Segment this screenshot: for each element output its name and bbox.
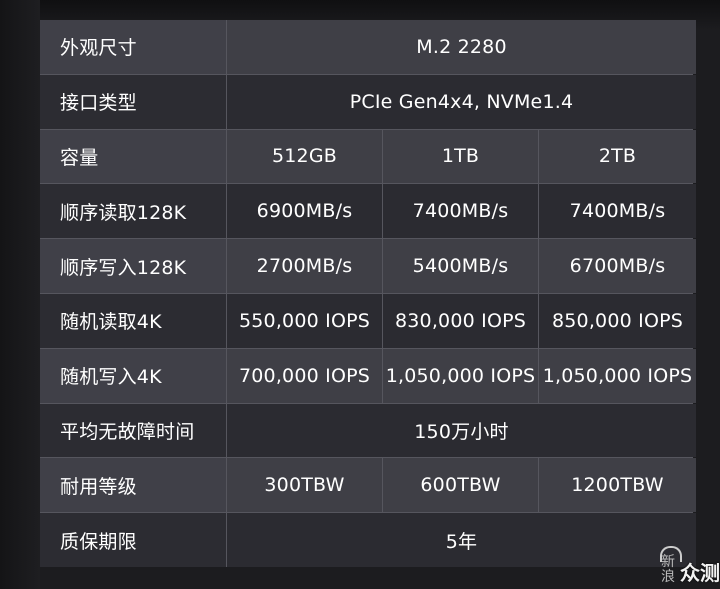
seq-read-512gb: 6900MB/s bbox=[227, 184, 382, 239]
endurance-512gb: 300TBW bbox=[227, 458, 382, 513]
rand-write-512gb: 700,000 IOPS bbox=[227, 348, 382, 403]
rand-write-2tb: 1,050,000 IOPS bbox=[539, 348, 696, 403]
form-factor-value: M.2 2280 bbox=[227, 20, 696, 74]
capacity-1tb: 1TB bbox=[383, 129, 538, 184]
capacity-2tb: 2TB bbox=[539, 129, 696, 184]
rand-write-1tb: 1,050,000 IOPS bbox=[383, 348, 538, 403]
seq-write-2tb: 6700MB/s bbox=[539, 239, 696, 293]
rand-read-1tb: 830,000 IOPS bbox=[383, 293, 538, 348]
row-label-interface: 接口类型 bbox=[40, 74, 226, 129]
rand-read-512gb: 550,000 IOPS bbox=[227, 293, 382, 348]
background-left bbox=[0, 0, 40, 589]
warranty-value: 5年 bbox=[227, 513, 696, 567]
row-label-mtbf: 平均无故障时间 bbox=[40, 403, 226, 458]
endurance-1tb: 600TBW bbox=[383, 458, 538, 513]
mtbf-value: 150万小时 bbox=[227, 403, 696, 458]
row-label-seq-read: 顺序读取128K bbox=[40, 184, 226, 239]
capacity-512gb: 512GB bbox=[227, 129, 382, 184]
rand-read-2tb: 850,000 IOPS bbox=[539, 293, 696, 348]
interface-value: PCIe Gen4x4, NVMe1.4 bbox=[227, 74, 696, 129]
row-label-capacity: 容量 bbox=[40, 129, 226, 184]
watermark: 新浪 众测 bbox=[630, 538, 720, 588]
seq-read-1tb: 7400MB/s bbox=[383, 184, 538, 239]
wave-logo-icon bbox=[660, 546, 682, 562]
row-label-rand-read: 随机读取4K bbox=[40, 293, 226, 348]
row-label-form-factor: 外观尺寸 bbox=[40, 20, 226, 74]
row-label-seq-write: 顺序写入128K bbox=[40, 239, 226, 293]
seq-write-1tb: 5400MB/s bbox=[383, 239, 538, 293]
row-label-warranty: 质保期限 bbox=[40, 513, 226, 567]
endurance-2tb: 1200TBW bbox=[539, 458, 696, 513]
spec-table: 外观尺寸 M.2 2280 接口类型 PCIe Gen4x4, NVMe1.4 … bbox=[40, 20, 696, 567]
row-label-rand-write: 随机写入4K bbox=[40, 348, 226, 403]
seq-write-512gb: 2700MB/s bbox=[227, 239, 382, 293]
seq-read-2tb: 7400MB/s bbox=[539, 184, 696, 239]
watermark-text: 众测 bbox=[680, 561, 720, 585]
row-label-endurance: 耐用等级 bbox=[40, 458, 226, 513]
